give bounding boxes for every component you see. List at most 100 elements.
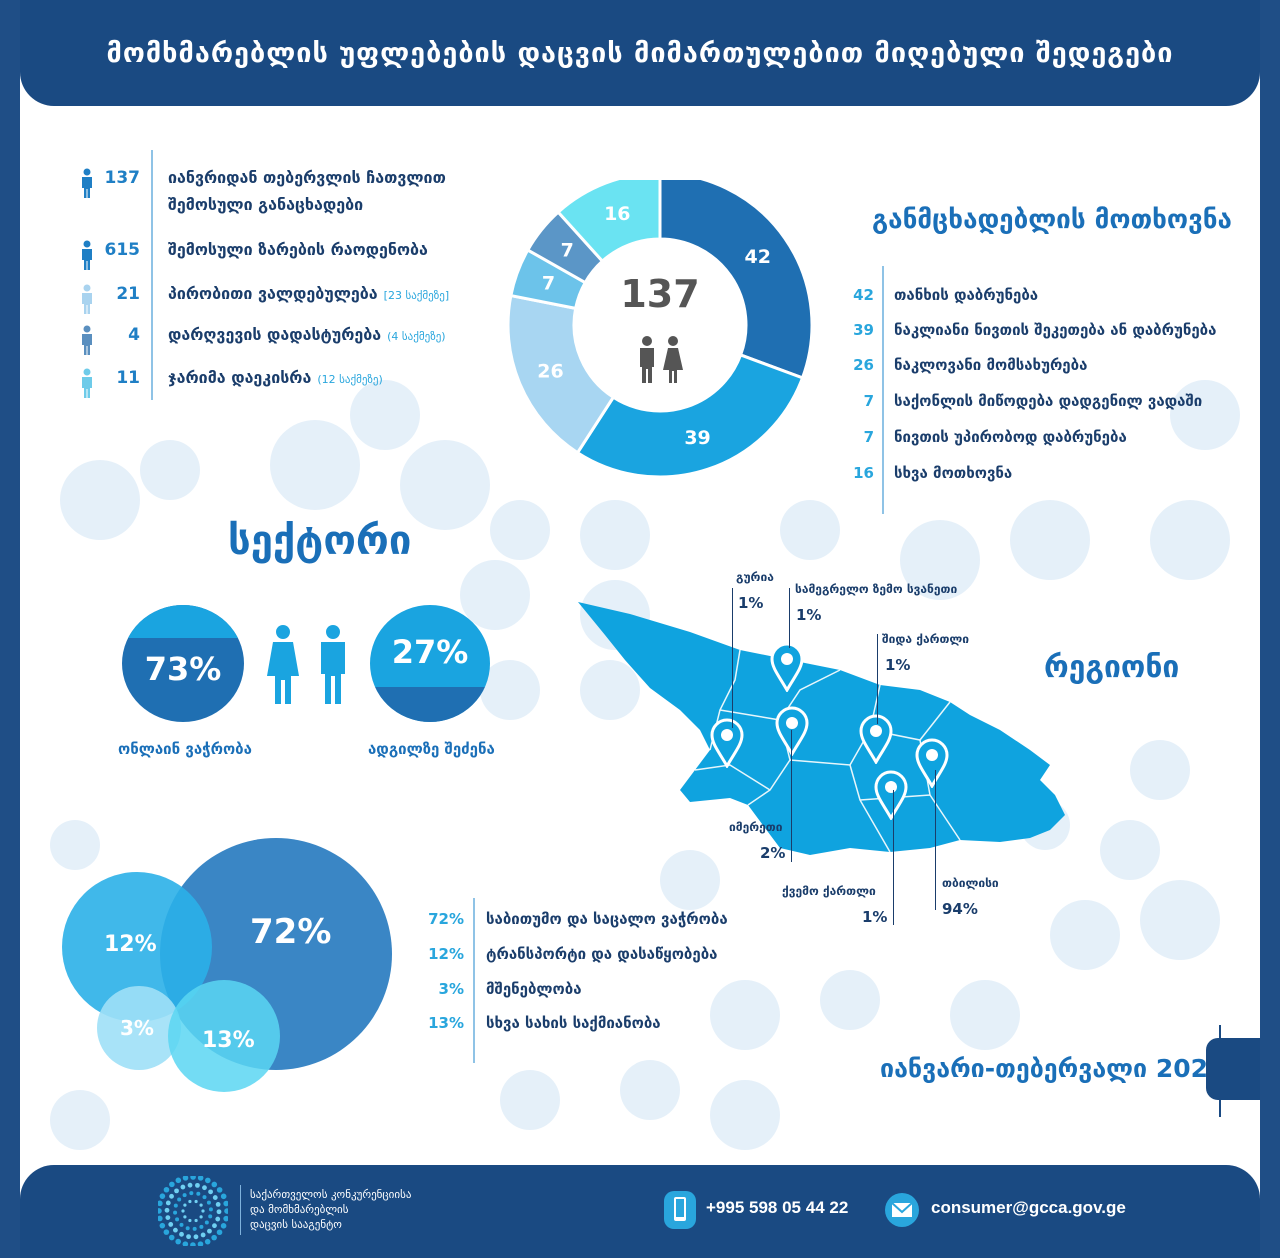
request-row: 39 ნაკლიანი ნივთის შეკეთება ან დაბრუნება [840, 315, 1216, 345]
stat-label-line2: შემოსული განაცხადები [168, 195, 364, 214]
imereti-leader [791, 730, 792, 862]
donut-slice-label: 7 [542, 273, 555, 295]
map-pin-icon [775, 706, 809, 756]
org-name-line3: დაცვის სააგენტო [250, 1218, 342, 1231]
bubble-13 [168, 980, 280, 1092]
region-kvemo-pct: 1% [862, 908, 888, 926]
offline-value: 27% [391, 633, 469, 671]
person-icon [82, 368, 92, 398]
stat-row: 615 შემოსული ზარების რაოდენობა [70, 240, 428, 274]
industry-value: 12% [428, 945, 464, 963]
online-value: 73% [144, 650, 222, 688]
sector-title: სექტორი [228, 518, 412, 564]
donut-slice-label: 39 [684, 427, 710, 449]
donut-slice-label: 16 [604, 203, 630, 225]
donut-slice [556, 180, 662, 264]
bubble-3 [97, 986, 181, 1070]
stat-note: (4 საქმეზე) [387, 330, 446, 343]
person-icon [82, 240, 92, 270]
region-guria-name: გურია [736, 570, 774, 584]
shida-leader [877, 634, 878, 724]
stat-label: შემოსული ზარების რაოდენობა [168, 240, 428, 259]
stat-row: 21 პირობითი ვალდებულება [23 საქმეზე] [70, 284, 449, 318]
org-name-line2: და მომხმარებლის [250, 1203, 349, 1216]
footer-email[interactable]: consumer@gcca.gov.ge [931, 1198, 1126, 1217]
donut-slice [658, 180, 814, 380]
person-icon [82, 284, 92, 314]
stat-row: 4 დარღვევის დადასტურება (4 საქმეზე) [70, 325, 446, 359]
region-imereti-pct: 2% [760, 844, 786, 862]
map-pin-icon [915, 738, 949, 788]
person-icon [82, 325, 92, 355]
footer-phone[interactable]: +995 598 05 44 22 [706, 1198, 849, 1217]
donut-slice-label: 42 [744, 246, 770, 268]
offline-circle: 27% [370, 605, 490, 722]
map-pin-icon [770, 642, 804, 692]
stat-value: 4 [128, 325, 140, 345]
stats-divider [151, 150, 153, 400]
request-value: 39 [853, 321, 874, 339]
region-guria-pct: 1% [738, 594, 764, 612]
guria-leader [732, 588, 733, 728]
tbilisi-leader [935, 770, 936, 910]
stat-label: დარღვევის დადასტურება (4 საქმეზე) [168, 325, 446, 344]
male-person-icon [321, 625, 345, 704]
request-label: ნივთის უპირობოდ დაბრუნება [894, 428, 1127, 446]
stat-note: (12 საქმეზე) [317, 373, 383, 386]
request-row: 7 ნივთის უპირობოდ დაბრუნება [840, 422, 1127, 452]
people-icon [640, 336, 683, 383]
donut-slice-label: 7 [561, 240, 574, 262]
request-value: 7 [863, 428, 874, 446]
period-divider [1219, 1025, 1221, 1117]
request-row: 42 თანხის დაბრუნება [840, 280, 1038, 310]
stat-value: 137 [104, 168, 141, 188]
stat-row: 11 ჯარიმა დაეკისრა (12 საქმეზე) [70, 368, 383, 402]
requests-donut-chart: 42 39 26 77 16 137 [506, 180, 814, 479]
request-value: 42 [853, 286, 874, 304]
samegrelo-leader [789, 588, 790, 648]
request-label: სხვა მოთხოვნა [894, 464, 1013, 482]
georgia-map [578, 602, 1065, 855]
page-header: მომხმარებლის უფლებების დაცვის მიმართულებ… [20, 0, 1260, 106]
stat-label: იანვრიდან თებერვლის ჩათვლით შემოსული განა… [168, 168, 446, 214]
industry-value: 3% [438, 980, 464, 998]
industry-label: სხვა სახის საქმიანობა [486, 1014, 661, 1032]
agency-logo-icon [158, 1176, 228, 1246]
stat-note: [23 საქმეზე] [383, 289, 450, 302]
region-tbilisi-name: თბილისი [942, 876, 999, 890]
requests-title: განმცხადებლის მოთხოვნა [872, 205, 1232, 235]
period-label: იანვარი-თებერვალი 2024 [880, 1054, 1226, 1083]
footer-divider [240, 1185, 241, 1235]
bubble-3-value: 3% [120, 1016, 154, 1040]
request-value: 26 [853, 356, 874, 374]
request-label: ნაკლიანი ნივთის შეკეთება ან დაბრუნება [894, 321, 1217, 339]
requests-divider [882, 266, 884, 514]
region-shida-name: შიდა ქართლი [882, 632, 970, 646]
request-label: საქონლის მიწოდება დადგენილ ვადაში [894, 392, 1203, 410]
envelope-icon [885, 1193, 919, 1227]
request-row: 16 სხვა მოთხოვნა [840, 458, 1012, 488]
request-value: 7 [863, 392, 874, 410]
industry-value: 13% [428, 1014, 464, 1032]
page-title: მომხმარებლის უფლებების დაცვის მიმართულებ… [106, 37, 1174, 69]
industry-divider [473, 898, 475, 1063]
region-kvemo-name: ქვემო ქართლი [782, 884, 876, 898]
request-label: თანხის დაბრუნება [894, 286, 1039, 304]
region-shida-pct: 1% [885, 656, 911, 674]
period-accent [1206, 1038, 1260, 1100]
person-icon [82, 168, 92, 198]
industry-value: 72% [428, 910, 464, 928]
industry-label: ტრანსპორტი და დასაწყობება [486, 945, 718, 963]
kvemo-leader [893, 790, 894, 925]
request-label: ნაკლოვანი მომსახურება [894, 356, 1088, 374]
map-pin-icon [859, 714, 893, 764]
region-samegrelo-name: სამეგრელო ზემო სვანეთი [795, 582, 958, 596]
offline-label: ადგილზე შეძენა [368, 740, 495, 758]
request-value: 16 [853, 464, 874, 482]
region-imereti-name: იმერეთი [729, 820, 783, 834]
female-person-icon [267, 625, 299, 704]
map-pin-icon [874, 770, 908, 820]
stat-label: ჯარიმა დაეკისრა (12 საქმეზე) [168, 368, 383, 387]
region-title: რეგიონი [1044, 650, 1180, 685]
bubble-13-value: 13% [202, 1028, 255, 1053]
